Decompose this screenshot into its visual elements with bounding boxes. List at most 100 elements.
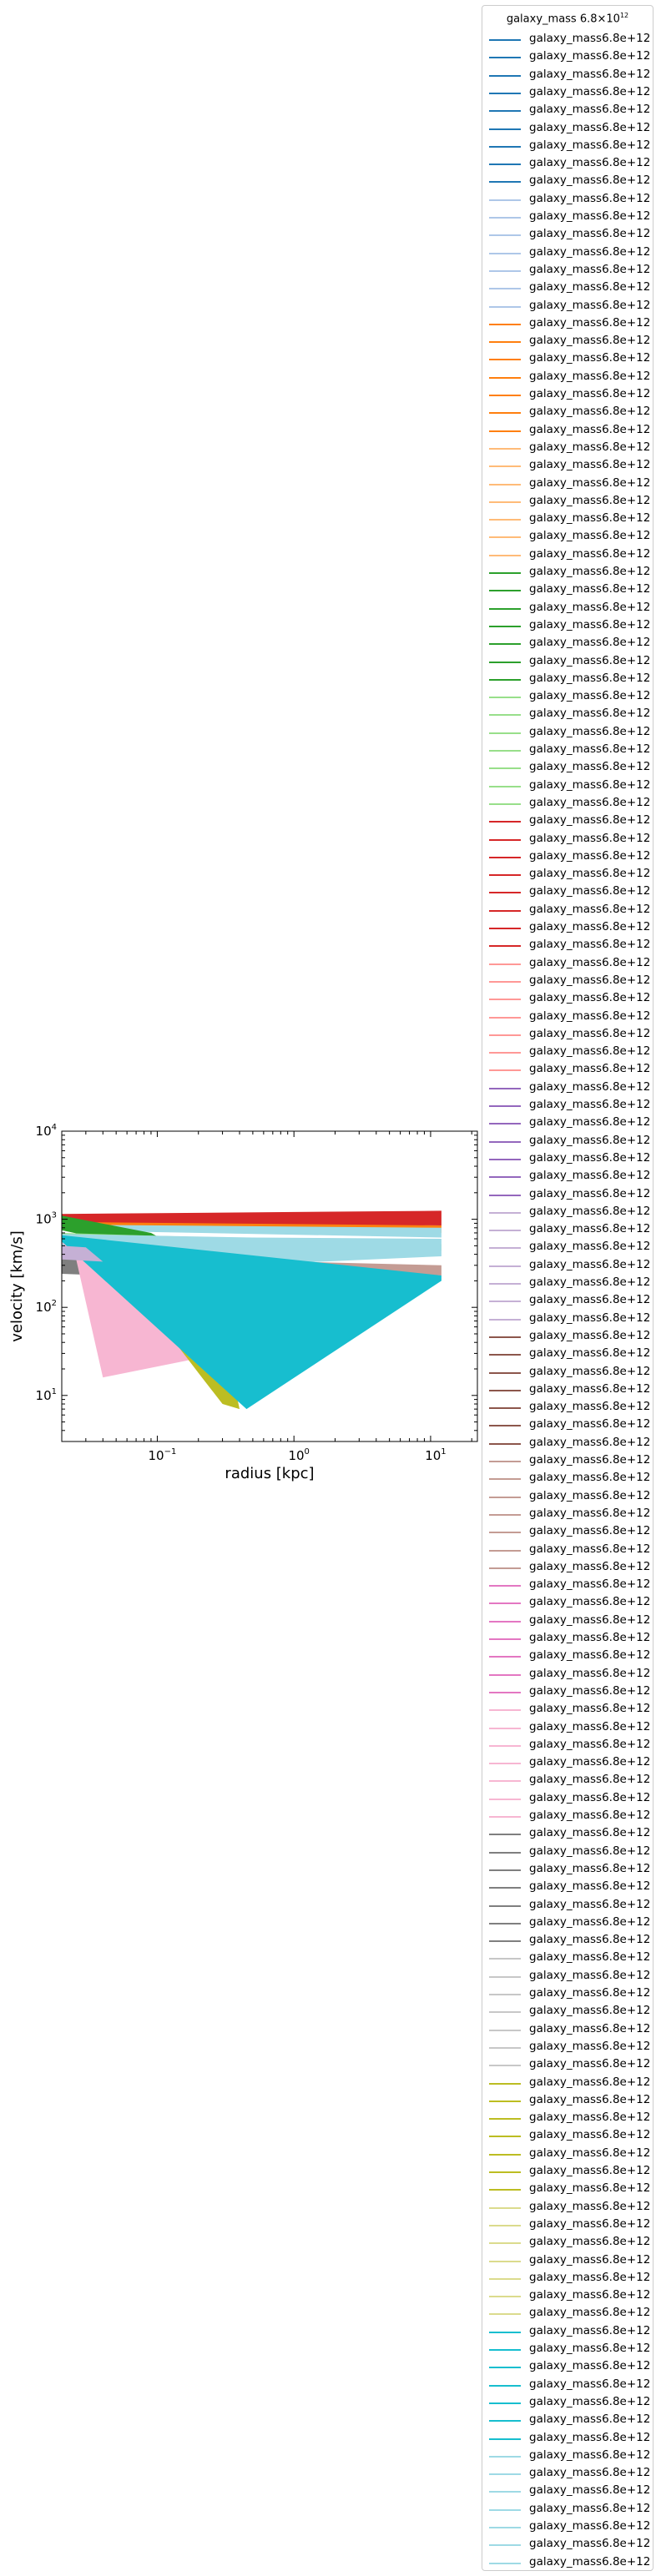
- legend-entry: galaxy_mass6.8e+12: [482, 2341, 654, 2358]
- legend-entry: galaxy_mass6.8e+12: [482, 2163, 654, 2181]
- legend-swatch: [489, 269, 521, 272]
- legend-entry: galaxy_mass6.8e+12: [482, 2146, 654, 2163]
- legend-entry: galaxy_mass6.8e+12: [482, 2323, 654, 2341]
- legend-label: galaxy_mass6.8e+12: [529, 920, 651, 933]
- legend-entry: galaxy_mass6.8e+12: [482, 937, 654, 954]
- legend-label: galaxy_mass6.8e+12: [529, 2554, 651, 2568]
- legend-entry: galaxy_mass6.8e+12: [482, 2518, 654, 2536]
- legend-label: galaxy_mass6.8e+12: [529, 351, 651, 365]
- legend-entry: galaxy_mass6.8e+12: [482, 2075, 654, 2092]
- legend-swatch: [489, 1016, 521, 1019]
- legend: galaxy_mass 6.8×1012 galaxy_mass6.8e+12 g…: [482, 5, 653, 2571]
- y-tick-label-2: 103: [36, 1211, 57, 1227]
- legend-swatch: [489, 1709, 521, 1712]
- legend-swatch: [489, 732, 521, 734]
- legend-swatch: [489, 1354, 521, 1356]
- legend-entry: galaxy_mass6.8e+12: [482, 1648, 654, 1665]
- legend-swatch: [489, 1780, 521, 1783]
- legend-entry: galaxy_mass6.8e+12: [482, 795, 654, 813]
- legend-label: galaxy_mass6.8e+12: [529, 1044, 651, 1059]
- legend-label: galaxy_mass6.8e+12: [529, 1186, 651, 1200]
- legend-entry: galaxy_mass6.8e+12: [482, 2394, 654, 2412]
- legend-swatch: [489, 1318, 521, 1321]
- legend-label: galaxy_mass6.8e+12: [529, 1702, 651, 1716]
- legend-label: galaxy_mass6.8e+12: [529, 1506, 651, 1520]
- legend-entry: galaxy_mass6.8e+12: [482, 155, 654, 173]
- legend-label: galaxy_mass6.8e+12: [529, 1311, 651, 1325]
- legend-entry: galaxy_mass6.8e+12: [482, 1825, 654, 1843]
- legend-swatch: [489, 625, 521, 627]
- legend-swatch: [489, 92, 521, 94]
- legend-label: galaxy_mass6.8e+12: [529, 458, 651, 472]
- legend-label: galaxy_mass6.8e+12: [529, 1381, 651, 1396]
- legend-label: galaxy_mass6.8e+12: [529, 1968, 651, 1982]
- legend-entry: galaxy_mass6.8e+12: [482, 262, 654, 279]
- legend-label: galaxy_mass6.8e+12: [529, 174, 651, 188]
- legend-entry: galaxy_mass6.8e+12: [482, 1009, 654, 1026]
- legend-entry: galaxy_mass6.8e+12: [482, 244, 654, 262]
- legend-entry: galaxy_mass6.8e+12: [482, 955, 654, 973]
- legend-entry: galaxy_mass6.8e+12: [482, 333, 654, 350]
- legend-entry: galaxy_mass6.8e+12: [482, 546, 654, 564]
- legend-swatch: [489, 1496, 521, 1498]
- legend-entry: galaxy_mass6.8e+12: [482, 1257, 654, 1275]
- legend-entry: galaxy_mass6.8e+12: [482, 883, 654, 901]
- legend-entry: galaxy_mass6.8e+12: [482, 1985, 654, 2003]
- legend-swatch: [489, 1069, 521, 1072]
- legend-entry: galaxy_mass6.8e+12: [482, 866, 654, 883]
- legend-label: galaxy_mass6.8e+12: [529, 2181, 651, 2196]
- area-band-10: [62, 1235, 442, 1410]
- legend-swatch: [489, 2136, 521, 2138]
- legend-label: galaxy_mass6.8e+12: [529, 1577, 651, 1592]
- legend-label: galaxy_mass6.8e+12: [529, 120, 651, 134]
- legend-entry: galaxy_mass6.8e+12: [482, 1737, 654, 1754]
- legend-label: galaxy_mass6.8e+12: [529, 1595, 651, 1609]
- legend-entry: galaxy_mass6.8e+12: [482, 2465, 654, 2483]
- legend-swatch: [489, 2562, 521, 2564]
- legend-entry: galaxy_mass6.8e+12: [482, 1950, 654, 1967]
- legend-swatch: [489, 323, 521, 325]
- legend-entry: galaxy_mass6.8e+12: [482, 528, 654, 546]
- legend-swatch: [489, 1478, 521, 1481]
- legend-swatch: [489, 1567, 521, 1569]
- legend-label: galaxy_mass6.8e+12: [529, 2394, 651, 2408]
- legend-entry: galaxy_mass6.8e+12: [482, 2501, 654, 2518]
- legend-label: galaxy_mass6.8e+12: [529, 1861, 651, 1875]
- legend-entry: galaxy_mass6.8e+12: [482, 1452, 654, 1470]
- legend-entry: galaxy_mass6.8e+12: [482, 226, 654, 244]
- legend-entry: galaxy_mass6.8e+12: [482, 777, 654, 795]
- legend-label: galaxy_mass6.8e+12: [529, 1115, 651, 1130]
- legend-swatch: [489, 1975, 521, 1978]
- legend-entry: galaxy_mass6.8e+12: [482, 2092, 654, 2110]
- x-tick-label-0: 10−1: [149, 1447, 177, 1463]
- legend-label: galaxy_mass6.8e+12: [529, 1914, 651, 1929]
- legend-label: galaxy_mass6.8e+12: [529, 1222, 651, 1236]
- legend-swatch: [489, 2491, 521, 2493]
- legend-swatch: [489, 1940, 521, 1943]
- legend-entry: galaxy_mass6.8e+12: [482, 102, 654, 119]
- legend-label: galaxy_mass6.8e+12: [529, 600, 651, 614]
- legend-label: galaxy_mass6.8e+12: [529, 1346, 651, 1361]
- legend-entry: galaxy_mass6.8e+12: [482, 440, 654, 457]
- legend-swatch: [489, 928, 521, 929]
- legend-entry: galaxy_mass6.8e+12: [482, 2181, 654, 2198]
- legend-swatch: [489, 785, 521, 787]
- legend-label: galaxy_mass6.8e+12: [529, 138, 651, 152]
- legend-swatch: [489, 164, 521, 166]
- legend-label: galaxy_mass6.8e+12: [529, 546, 651, 561]
- legend-entry: galaxy_mass6.8e+12: [482, 369, 654, 386]
- y-tick-label-0: 101: [36, 1387, 57, 1403]
- legend-swatch: [489, 1034, 521, 1036]
- legend-label: galaxy_mass6.8e+12: [529, 440, 651, 454]
- legend-label: galaxy_mass6.8e+12: [529, 1328, 651, 1342]
- legend-swatch: [489, 838, 521, 841]
- legend-entry: galaxy_mass6.8e+12: [482, 1808, 654, 1825]
- legend-label: galaxy_mass6.8e+12: [529, 1542, 651, 1556]
- legend-entry: galaxy_mass6.8e+12: [482, 1150, 654, 1168]
- legend-label: galaxy_mass6.8e+12: [529, 2092, 651, 2106]
- legend-label: galaxy_mass6.8e+12: [529, 867, 651, 881]
- legend-swatch: [489, 181, 521, 184]
- legend-label: galaxy_mass6.8e+12: [529, 2519, 651, 2533]
- legend-entry: galaxy_mass6.8e+12: [482, 1666, 654, 1683]
- legend-swatch: [489, 341, 521, 344]
